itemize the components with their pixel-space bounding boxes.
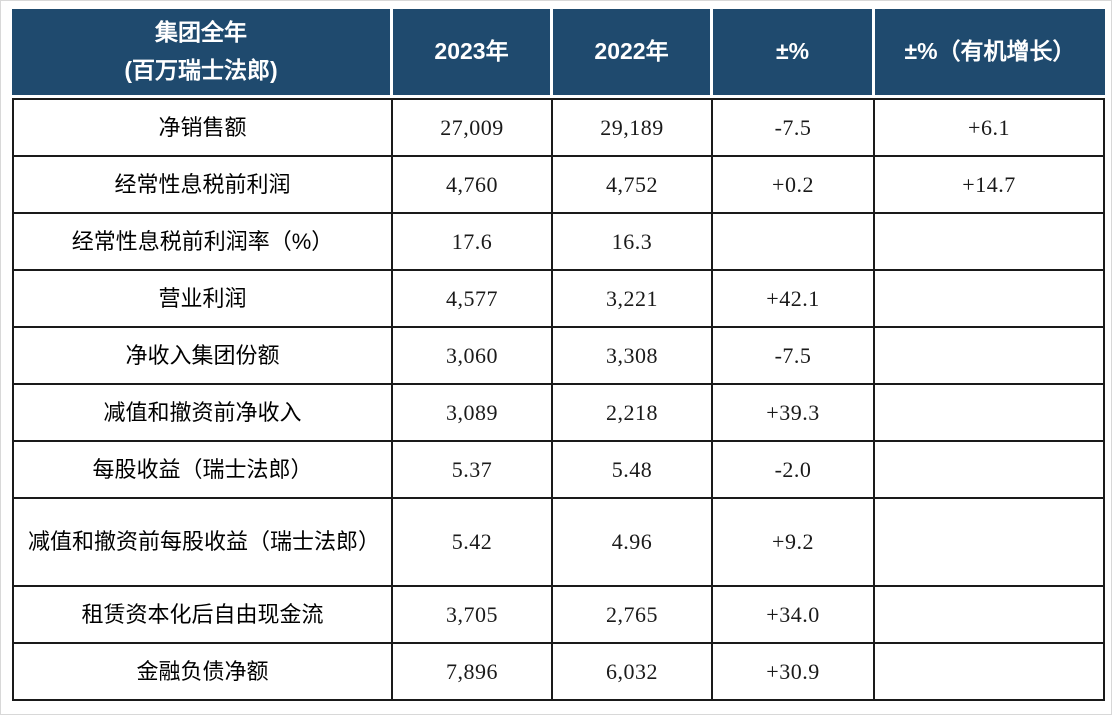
value-2023-cell: 5.37 — [393, 442, 553, 497]
pct-change-cell: +0.2 — [713, 157, 875, 212]
table-row-net-financial-debt: 金融负债净额 7,896 6,032 +30.9 — [14, 644, 1103, 699]
row-label-cell: 租赁资本化后自由现金流 — [14, 587, 393, 642]
header-cell-pct-change: ±% — [713, 9, 875, 95]
pct-change-cell: +42.1 — [713, 271, 875, 326]
value-2023-cell: 3,060 — [393, 328, 553, 383]
value-2023-cell: 27,009 — [393, 100, 553, 155]
organic-growth-cell — [875, 271, 1103, 326]
header-cell-group-title: 集团全年 (百万瑞士法郎) — [12, 9, 393, 95]
value-2022-cell: 6,032 — [553, 644, 713, 699]
organic-growth-cell — [875, 499, 1103, 585]
table-row-eps: 每股收益（瑞士法郎） 5.37 5.48 -2.0 — [14, 442, 1103, 499]
pct-change-cell: -7.5 — [713, 100, 875, 155]
pct-change-cell: -7.5 — [713, 328, 875, 383]
value-2022-cell: 16.3 — [553, 214, 713, 269]
table-row-recurring-ebit: 经常性息税前利润 4,760 4,752 +0.2 +14.7 — [14, 157, 1103, 214]
row-label-cell: 经常性息税前利润率（%） — [14, 214, 393, 269]
value-2022-cell: 2,218 — [553, 385, 713, 440]
pct-change-cell: +30.9 — [713, 644, 875, 699]
table-row-eps-before-impairments: 减值和撤资前每股收益（瑞士法郎） 5.42 4.96 +9.2 — [14, 499, 1103, 587]
organic-growth-cell — [875, 328, 1103, 383]
value-2023-cell: 3,705 — [393, 587, 553, 642]
value-2022-cell: 3,308 — [553, 328, 713, 383]
value-2023-cell: 5.42 — [393, 499, 553, 585]
value-2023-cell: 17.6 — [393, 214, 553, 269]
value-2023-cell: 7,896 — [393, 644, 553, 699]
pct-change-cell: +34.0 — [713, 587, 875, 642]
row-label-cell: 营业利润 — [14, 271, 393, 326]
organic-growth-cell — [875, 214, 1103, 269]
pct-change-cell — [713, 214, 875, 269]
header-cell-2023: 2023年 — [393, 9, 553, 95]
value-2022-cell: 29,189 — [553, 100, 713, 155]
row-label-cell: 减值和撤资前净收入 — [14, 385, 393, 440]
pct-change-cell: +39.3 — [713, 385, 875, 440]
group-results-table: 集团全年 (百万瑞士法郎) 2023年 2022年 ±% ±%（有机增长） 净销… — [12, 9, 1105, 701]
organic-growth-cell — [875, 442, 1103, 497]
header-cell-pct-organic: ±%（有机增长） — [875, 9, 1105, 95]
row-label-cell: 经常性息税前利润 — [14, 157, 393, 212]
table-header-row: 集团全年 (百万瑞士法郎) 2023年 2022年 ±% ±%（有机增长） — [12, 9, 1105, 95]
table-row-free-cash-flow: 租赁资本化后自由现金流 3,705 2,765 +34.0 — [14, 587, 1103, 644]
organic-growth-cell — [875, 587, 1103, 642]
value-2023-cell: 4,577 — [393, 271, 553, 326]
header-cell-2022: 2022年 — [553, 9, 713, 95]
table-row-recurring-ebit-margin: 经常性息税前利润率（%） 17.6 16.3 — [14, 214, 1103, 271]
value-2022-cell: 4.96 — [553, 499, 713, 585]
value-2022-cell: 3,221 — [553, 271, 713, 326]
table-row-net-sales: 净销售额 27,009 29,189 -7.5 +6.1 — [14, 100, 1103, 157]
pct-change-cell: +9.2 — [713, 499, 875, 585]
group-title-line1: 集团全年 — [155, 19, 247, 46]
row-label-cell: 减值和撤资前每股收益（瑞士法郎） — [14, 499, 393, 585]
table-body: 净销售额 27,009 29,189 -7.5 +6.1 经常性息税前利润 4,… — [12, 98, 1105, 701]
row-label-cell: 净销售额 — [14, 100, 393, 155]
table-row-net-income-group-share: 净收入集团份额 3,060 3,308 -7.5 — [14, 328, 1103, 385]
organic-growth-cell — [875, 644, 1103, 699]
organic-growth-cell: +6.1 — [968, 114, 1010, 140]
value-2022-cell: 4,752 — [553, 157, 713, 212]
row-label-cell: 每股收益（瑞士法郎） — [14, 442, 393, 497]
table-row-operating-profit: 营业利润 4,577 3,221 +42.1 — [14, 271, 1103, 328]
row-label-cell: 金融负债净额 — [14, 644, 393, 699]
group-title-line2: (百万瑞士法郎) — [124, 57, 278, 83]
value-2023-cell: 4,760 — [393, 157, 553, 212]
value-2022-cell: 5.48 — [553, 442, 713, 497]
pct-change-cell: -2.0 — [713, 442, 875, 497]
organic-growth-cell: +14.7 — [962, 171, 1016, 197]
value-2022-cell: 2,765 — [553, 587, 713, 642]
organic-growth-cell — [875, 385, 1103, 440]
value-2023-cell: 3,089 — [393, 385, 553, 440]
row-label-cell: 净收入集团份额 — [14, 328, 393, 383]
table-row-net-income-before-impairments: 减值和撤资前净收入 3,089 2,218 +39.3 — [14, 385, 1103, 442]
